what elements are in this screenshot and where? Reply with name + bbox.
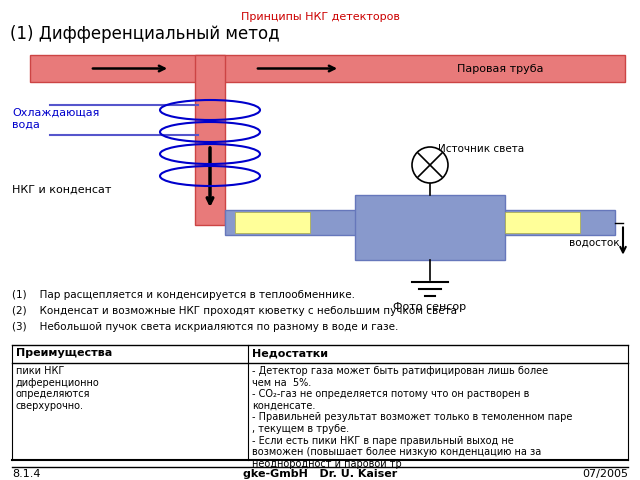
Circle shape — [412, 147, 448, 183]
Text: (3)    Небольшой пучок света искриаляются по разному в воде и газе.: (3) Небольшой пучок света искриаляются п… — [12, 322, 398, 332]
Text: Принципы НКГ детекторов: Принципы НКГ детекторов — [241, 12, 399, 22]
Bar — [355, 195, 505, 260]
Text: Преимущества: Преимущества — [16, 348, 112, 358]
Text: Паровая труба: Паровая труба — [457, 63, 543, 73]
Text: - Детектор газа может быть ратифицирован лишь более
чем на  5%.
- CO₂-газ не опр: - Детектор газа может быть ратифицирован… — [252, 366, 572, 469]
Text: 07/2005: 07/2005 — [582, 469, 628, 479]
Bar — [30, 55, 625, 82]
Text: (1) Дифференциальный метод: (1) Дифференциальный метод — [10, 25, 280, 43]
Bar — [225, 210, 615, 235]
Text: пики НКГ
диференционно
определяются
сверхурочно.: пики НКГ диференционно определяются свер… — [16, 366, 100, 411]
Bar — [235, 212, 310, 233]
Text: (2)    Конденсат и возможные НКГ проходят кюветку с небольшим пучком света: (2) Конденсат и возможные НКГ проходят к… — [12, 306, 457, 316]
Text: Источник света: Источник света — [438, 144, 524, 154]
Bar — [505, 212, 580, 233]
Text: (1)    Пар расщепляется и конденсируется в теплообменнике.: (1) Пар расщепляется и конденсируется в … — [12, 290, 355, 300]
Text: НКГ и конденсат: НКГ и конденсат — [12, 185, 111, 195]
Text: gke-GmbH   Dr. U. Kaiser: gke-GmbH Dr. U. Kaiser — [243, 469, 397, 479]
Text: 8.1.4: 8.1.4 — [12, 469, 40, 479]
Text: Фото сенсор: Фото сенсор — [394, 302, 467, 312]
Text: Охлаждающая
вода: Охлаждающая вода — [12, 108, 99, 130]
Text: Недостатки: Недостатки — [252, 348, 328, 358]
Bar — [195, 55, 225, 225]
Text: водосток: водосток — [570, 238, 620, 248]
